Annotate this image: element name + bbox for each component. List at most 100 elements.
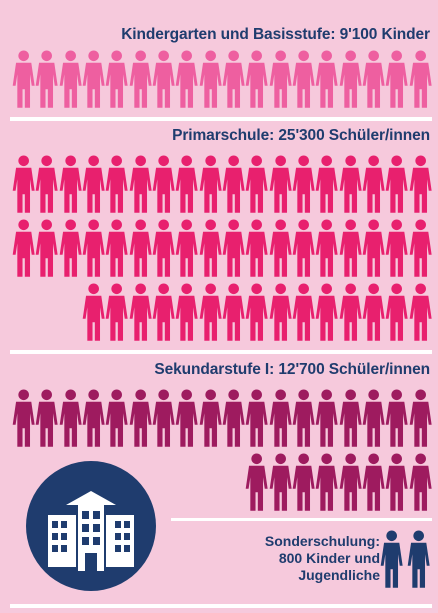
person-icon <box>35 389 58 447</box>
person-icon <box>175 219 198 277</box>
person-icon <box>362 389 385 447</box>
person-icon <box>386 155 408 213</box>
kindergarten-row-1 <box>12 50 432 110</box>
person-icon <box>59 50 82 108</box>
person-icon <box>199 283 222 341</box>
person-icon <box>315 155 338 213</box>
person-icon <box>59 389 82 447</box>
person-icon <box>339 155 362 213</box>
person-icon <box>105 283 128 341</box>
sonderschulung-line-2: 800 Kinder und <box>278 550 380 566</box>
primarschule-row-1 <box>12 155 432 215</box>
person-icon <box>82 50 105 108</box>
kindergarten-heading: Kindergarten und Basisstufe: 9'100 Kinde… <box>121 26 430 43</box>
person-icon <box>152 50 175 108</box>
sonderschulung-line-3: Jugendliche <box>298 567 380 583</box>
person-icon <box>269 389 292 447</box>
person-icon <box>12 389 35 447</box>
person-icon <box>175 155 198 213</box>
person-icon <box>222 155 245 213</box>
sonderschulung-label: Sonderschulung: 800 Kinder und Jugendlic… <box>265 533 380 584</box>
person-icon <box>152 219 175 277</box>
person-icon <box>12 155 35 213</box>
person-icon <box>315 453 338 511</box>
sekundarstufe-row-2 <box>245 453 432 513</box>
divider <box>10 350 432 354</box>
person-icon <box>269 155 292 213</box>
person-icon <box>339 283 362 341</box>
person-icon <box>129 50 152 108</box>
person-icon <box>386 453 408 511</box>
person-icon <box>35 219 58 277</box>
person-icon <box>222 283 245 341</box>
person-icon <box>129 283 152 341</box>
person-icon <box>339 219 362 277</box>
person-icon <box>409 50 432 108</box>
sekundarstufe-heading: Sekundarstufe I: 12'700 Schüler/innen <box>154 361 430 378</box>
person-icon <box>292 155 315 213</box>
person-icon <box>386 50 408 108</box>
divider <box>10 117 432 121</box>
person-icon <box>292 453 315 511</box>
person-icon <box>409 219 432 277</box>
person-icon <box>409 155 432 213</box>
person-icon <box>245 50 268 108</box>
person-icon <box>409 283 432 341</box>
person-icon <box>152 389 175 447</box>
person-icon <box>129 155 152 213</box>
divider <box>10 604 432 608</box>
person-icon <box>362 283 385 341</box>
person-icon <box>82 219 105 277</box>
person-icon <box>105 219 128 277</box>
person-icon <box>292 219 315 277</box>
divider <box>171 518 432 521</box>
person-icon <box>339 50 362 108</box>
person-icon <box>339 453 362 511</box>
person-icon <box>362 219 385 277</box>
person-icon <box>175 389 198 447</box>
person-icon <box>409 389 432 447</box>
person-icon <box>222 389 245 447</box>
person-icon <box>292 283 315 341</box>
person-icon <box>245 389 268 447</box>
sonderschulung-people <box>380 530 430 590</box>
person-icon <box>292 50 315 108</box>
person-icon <box>129 219 152 277</box>
person-icon <box>292 389 315 447</box>
person-icon <box>105 389 128 447</box>
person-icon <box>245 283 268 341</box>
person-icon <box>152 283 175 341</box>
person-icon <box>175 50 198 108</box>
person-icon <box>269 50 292 108</box>
person-icon <box>339 389 362 447</box>
person-icon <box>82 155 105 213</box>
person-icon <box>409 453 432 511</box>
person-icon <box>315 219 338 277</box>
person-icon <box>315 283 338 341</box>
primarschule-row-3 <box>82 283 432 343</box>
person-icon <box>199 50 222 108</box>
person-icon <box>245 155 268 213</box>
person-icon <box>175 283 198 341</box>
person-icon <box>105 155 128 213</box>
person-icon <box>12 219 35 277</box>
person-icon <box>362 155 385 213</box>
person-icon <box>386 219 408 277</box>
person-icon <box>362 50 385 108</box>
person-icon <box>407 530 430 588</box>
person-icon <box>269 219 292 277</box>
person-icon <box>269 453 292 511</box>
person-icon <box>35 50 58 108</box>
person-icon <box>82 389 105 447</box>
sekundarstufe-row-1 <box>12 389 432 449</box>
person-icon <box>82 283 105 341</box>
person-icon <box>315 389 338 447</box>
person-icon <box>59 219 82 277</box>
person-icon <box>222 219 245 277</box>
person-icon <box>35 155 58 213</box>
person-icon <box>245 453 268 511</box>
person-icon <box>381 530 403 588</box>
person-icon <box>105 50 128 108</box>
person-icon <box>386 283 408 341</box>
primarschule-row-2 <box>12 219 432 279</box>
